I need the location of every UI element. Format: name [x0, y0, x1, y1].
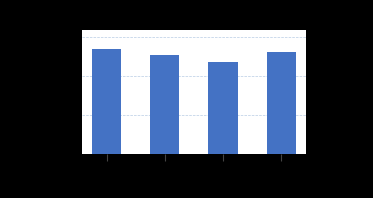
Bar: [209, 62, 238, 154]
Bar: [92, 49, 121, 154]
Bar: [267, 51, 296, 154]
Bar: [150, 55, 179, 154]
